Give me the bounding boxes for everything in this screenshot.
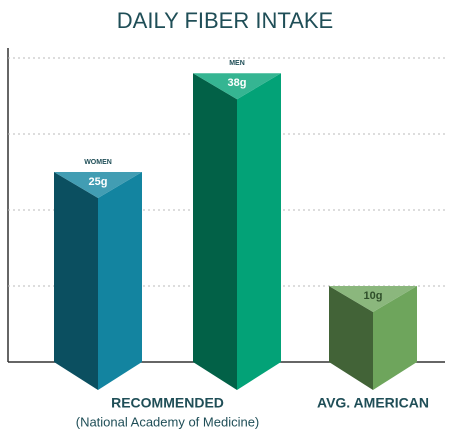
- bar-right-face: [373, 286, 417, 390]
- bar-top-face: [54, 172, 142, 198]
- group-subtitle: (National Academy of Medicine): [76, 414, 260, 429]
- category-label: WOMEN: [84, 159, 112, 166]
- bar-top-face: [193, 73, 281, 100]
- bar: [54, 172, 142, 390]
- value-label: 10g: [364, 290, 383, 302]
- chart-title: DAILY FIBER INTAKE: [117, 8, 333, 33]
- value-label: 38g: [228, 77, 247, 89]
- bar: [193, 73, 281, 390]
- bar-left-face: [329, 286, 373, 390]
- bar-left-face: [193, 73, 237, 390]
- bar-left-face: [54, 172, 98, 390]
- category-label: MEN: [229, 60, 245, 67]
- group-label: RECOMMENDED: [111, 395, 224, 411]
- bar-top-face: [329, 286, 417, 312]
- bar-right-face: [237, 73, 281, 390]
- value-label: 25g: [89, 176, 108, 188]
- group-label: AVG. AMERICAN: [317, 395, 429, 411]
- bar-right-face: [98, 172, 142, 390]
- bar: [329, 286, 417, 390]
